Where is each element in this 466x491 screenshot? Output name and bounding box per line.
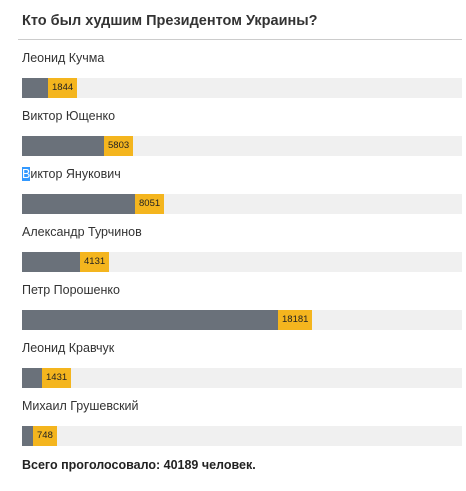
bar-track: 1844 [22, 78, 462, 98]
bar [22, 252, 80, 272]
option-label: Михаил Грушевский [22, 399, 139, 413]
bar-value-label: 4131 [80, 252, 110, 272]
bar-value-label: 18181 [278, 310, 313, 330]
bar-value-label: 1431 [42, 368, 72, 388]
bar-value-label: 748 [33, 426, 57, 446]
bar [22, 194, 135, 214]
text-selection-highlight: В [22, 167, 31, 181]
option-label: Петр Порошенко [22, 283, 120, 297]
bar-track: 4131 [22, 252, 462, 272]
bar-track: 18181 [22, 310, 462, 330]
bar [22, 310, 278, 330]
bar-track: 8051 [22, 194, 462, 214]
bar [22, 78, 48, 98]
bar-value-label: 8051 [135, 194, 165, 214]
bar [22, 426, 33, 446]
option-label: Виктор Ющенко [22, 109, 116, 123]
total-votes: Всего проголосовало: 40189 человек. [22, 458, 256, 472]
bar-value-label: 1844 [48, 78, 78, 98]
option-label: Виктор Янукович [22, 167, 121, 181]
bar-track: 748 [22, 426, 462, 446]
title-divider [18, 39, 462, 40]
bar-value-label: 5803 [104, 136, 134, 156]
option-label: Леонид Кучма [22, 51, 105, 65]
bar [22, 136, 104, 156]
bar-track: 5803 [22, 136, 462, 156]
poll-title: Кто был худшим Президентом Украины? [22, 13, 318, 29]
option-label: Леонид Кравчук [22, 341, 115, 355]
bar [22, 368, 42, 388]
bar-track: 1431 [22, 368, 462, 388]
option-label: Александр Турчинов [22, 225, 142, 239]
